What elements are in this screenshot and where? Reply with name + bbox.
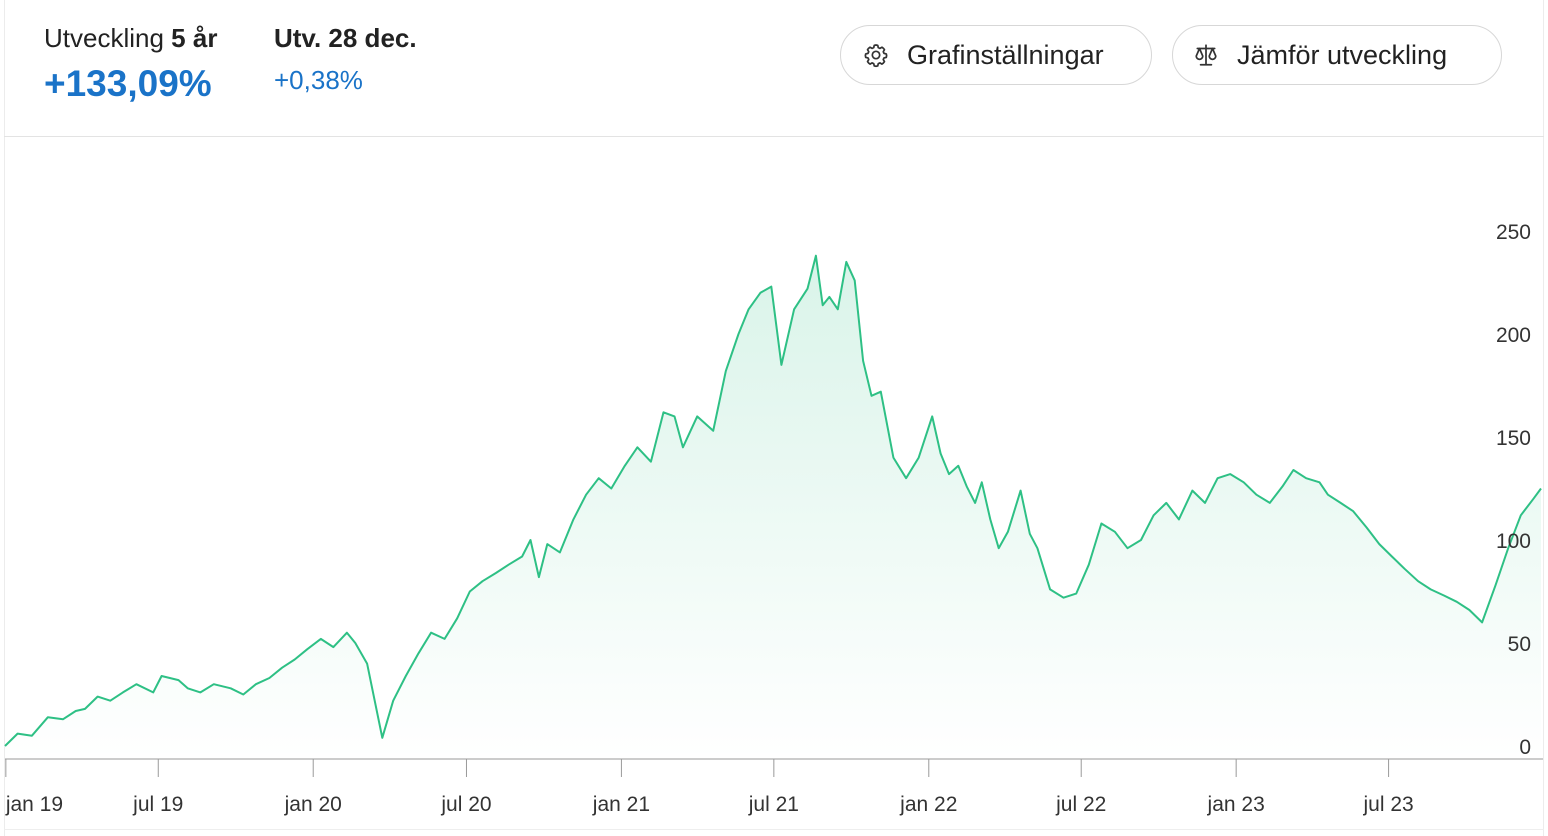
y-tick-label: 200 xyxy=(1496,324,1531,347)
development-stat: Utveckling 5 år +133,09% xyxy=(44,22,217,106)
compare-button[interactable]: Jämför utveckling xyxy=(1172,25,1502,85)
x-tick-label: jan 21 xyxy=(592,793,650,816)
x-tick-label: jan 23 xyxy=(1207,793,1265,816)
x-tick-label: jan 20 xyxy=(284,793,342,816)
y-tick-label: 0 xyxy=(1519,736,1531,759)
daily-label: Utv. 28 dec. xyxy=(274,23,417,53)
development-label: Utveckling xyxy=(44,23,164,53)
graph-settings-label: Grafinställningar xyxy=(907,39,1104,70)
x-tick-label: jul 20 xyxy=(440,793,491,816)
x-tick-label: jul 21 xyxy=(748,793,799,816)
development-value: +133,09% xyxy=(44,63,212,104)
x-tick-label: jan 19 xyxy=(5,793,63,816)
daily-stat: Utv. 28 dec. +0,38% xyxy=(274,22,417,96)
y-tick-label: 150 xyxy=(1496,427,1531,450)
x-tick-label: jul 19 xyxy=(132,793,183,816)
series-line[interactable] xyxy=(4,254,1542,747)
series-area xyxy=(5,255,1541,759)
y-tick-label: 100 xyxy=(1496,530,1531,553)
development-period: 5 år xyxy=(171,23,218,53)
left-border xyxy=(4,0,5,836)
compare-label: Jämför utveckling xyxy=(1237,39,1448,70)
daily-value: +0,38% xyxy=(274,65,363,95)
graph-settings-button[interactable]: Grafinställningar xyxy=(840,25,1152,85)
x-tick-label: jul 22 xyxy=(1055,793,1106,816)
y-tick-label: 250 xyxy=(1496,221,1531,244)
gear-icon xyxy=(863,42,889,68)
x-tick-label: jan 22 xyxy=(899,793,957,816)
right-border xyxy=(1543,0,1544,836)
header-divider xyxy=(4,136,1544,137)
y-tick-label: 50 xyxy=(1508,633,1531,656)
x-tick-label: jul 23 xyxy=(1362,793,1413,816)
scale-icon xyxy=(1193,42,1219,68)
bottom-divider xyxy=(4,829,1544,830)
